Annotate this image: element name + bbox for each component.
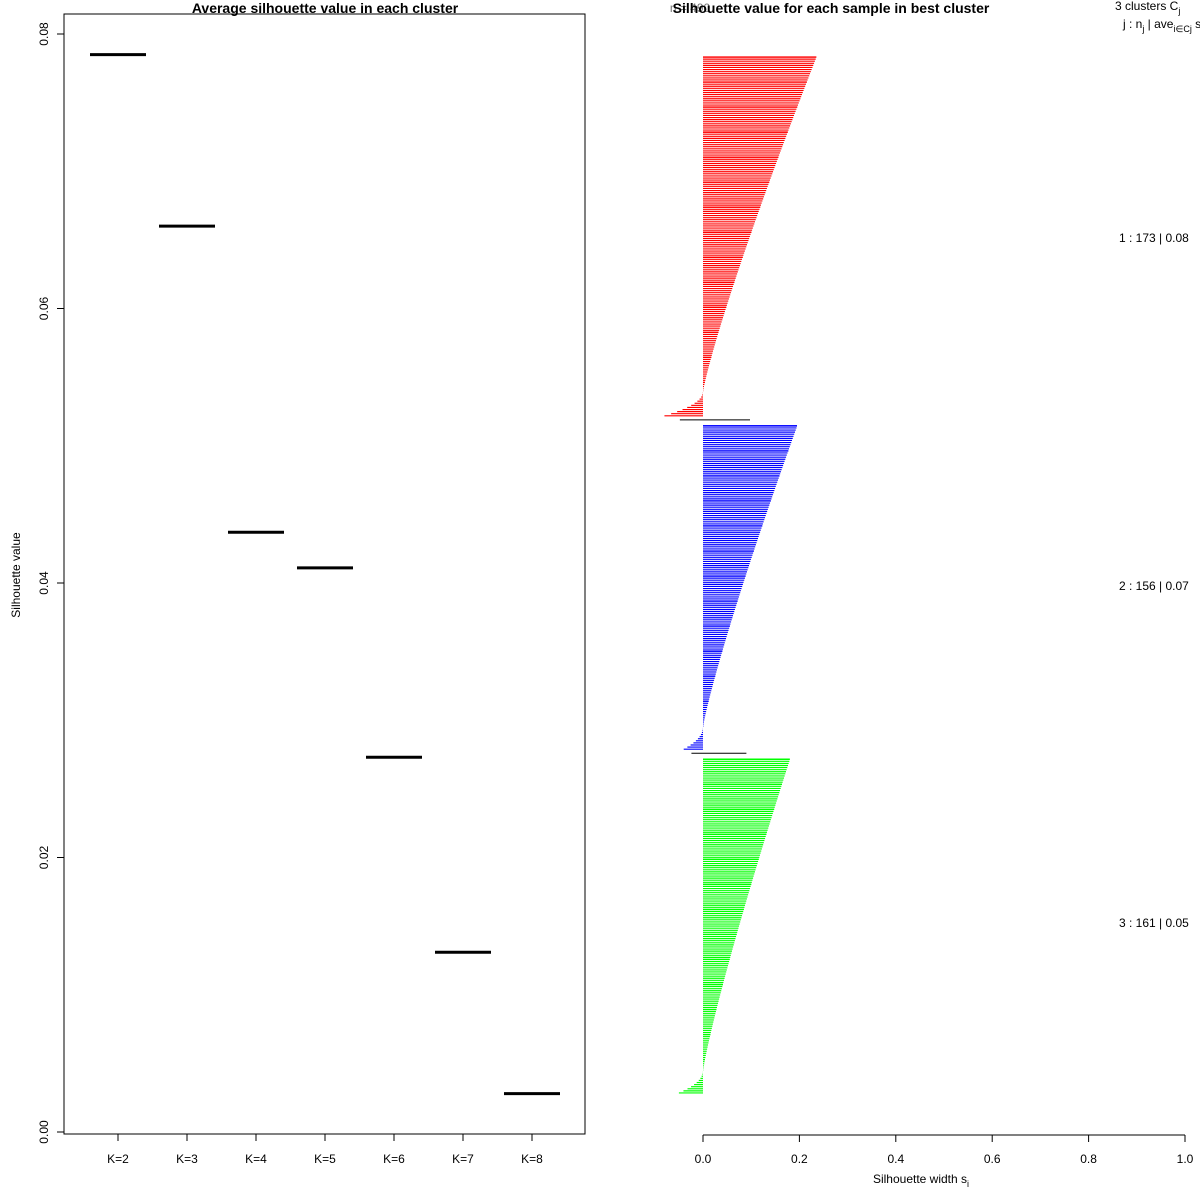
- left-y-tick-label: 0.08: [37, 22, 51, 46]
- silhouette-cluster-2: [683, 425, 797, 750]
- left-y-axis: 0.00 0.02 0.04 0.06 0.08: [37, 22, 65, 1144]
- left-x-tick-label: K=7: [452, 1152, 474, 1166]
- silhouette-plot-panel: Silhouette value for each sample in best…: [664, 0, 1200, 1189]
- left-y-tick-label: 0.04: [37, 571, 51, 595]
- right-x-axis: 0.0 0.2 0.4 0.6 0.8 1.0: [695, 1134, 1194, 1166]
- avg-silhouette-panel: Average silhouette value in each cluster…: [9, 0, 586, 1166]
- right-x-axis-label: Silhouette width si: [873, 1172, 969, 1189]
- silhouette-bars: [664, 56, 817, 1094]
- right-x-tick-label: 0.2: [791, 1152, 808, 1166]
- left-x-tick-label: K=3: [176, 1152, 198, 1166]
- left-plot-frame: [63, 13, 586, 1135]
- left-y-tick-label: 0.06: [37, 296, 51, 320]
- left-y-tick-label: 0.02: [37, 845, 51, 869]
- silhouette-cluster-3: [678, 758, 790, 1094]
- left-chart-title: Average silhouette value in each cluster: [192, 0, 459, 16]
- legend-cluster-2: 2 : 156 | 0.07: [1119, 579, 1189, 593]
- left-x-tick-label: K=4: [245, 1152, 267, 1166]
- legend-subheader: j : nj | avei∈Cj s: [1122, 17, 1200, 34]
- right-x-tick-label: 0.4: [887, 1152, 904, 1166]
- right-x-tick-label: 0.6: [984, 1152, 1001, 1166]
- left-x-tick-label: K=8: [521, 1152, 543, 1166]
- silhouette-cluster-1: [664, 56, 817, 417]
- left-x-tick-label: K=2: [107, 1152, 129, 1166]
- right-x-tick-label: 0.0: [695, 1152, 712, 1166]
- legend-header: 3 clusters Cj: [1115, 0, 1180, 16]
- left-x-axis: K=2 K=3 K=4 K=5 K=6 K=7 K=8: [107, 1133, 543, 1166]
- left-x-tick-label: K=6: [383, 1152, 405, 1166]
- left-y-tick-label: 0.00: [37, 1120, 51, 1144]
- legend-cluster-1: 1 : 173 | 0.08: [1119, 231, 1189, 245]
- right-chart-title: Silhouette value for each sample in best…: [673, 0, 990, 16]
- left-y-axis-label: Silhouette value: [9, 532, 23, 618]
- right-x-tick-label: 1.0: [1177, 1152, 1194, 1166]
- left-segments: [90, 53, 560, 1096]
- left-x-tick-label: K=5: [314, 1152, 336, 1166]
- right-chart-title-overlay: n = 490: [670, 1, 711, 15]
- legend-cluster-3: 3 : 161 | 0.05: [1119, 916, 1189, 930]
- right-x-tick-label: 0.8: [1080, 1152, 1097, 1166]
